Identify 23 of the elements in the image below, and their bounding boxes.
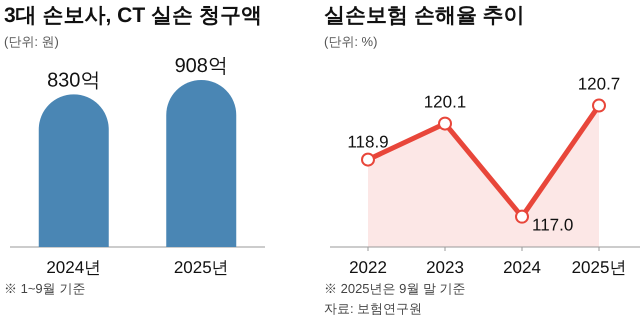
text: ※ 1~9월 기준	[4, 281, 86, 296]
annotation: 자료: 보험연구원	[324, 301, 422, 316]
point	[438, 116, 452, 131]
point	[592, 98, 606, 113]
chart-title: 실손보험 손해율 추이	[324, 4, 525, 27]
x-tick-label: 2022	[349, 258, 387, 277]
x-tick-label: 2025년	[174, 258, 229, 277]
data-label: 830억	[47, 69, 100, 92]
chart-subtitle: (단위: %)	[324, 34, 378, 49]
data-label: 118.9	[347, 132, 389, 152]
data-label: 908억	[174, 55, 228, 77]
annotation: ※ 2025년은 9월 말 기준	[324, 281, 466, 296]
point	[515, 210, 529, 224]
point	[361, 152, 375, 167]
chart-title: 3대 손보사, CT 실손 청구액	[4, 4, 262, 27]
x-tick-label: 2024년	[46, 258, 102, 277]
chart-subtitle: (단위: 원)	[4, 34, 59, 49]
x-tick-label: 2023	[426, 258, 464, 277]
data-label: 117.0	[532, 216, 574, 235]
data-label: 120.1	[424, 92, 466, 112]
data-label: 120.7	[578, 74, 620, 94]
x-tick-label: 2025년	[572, 258, 626, 277]
x-tick-label: 2024	[503, 258, 541, 277]
